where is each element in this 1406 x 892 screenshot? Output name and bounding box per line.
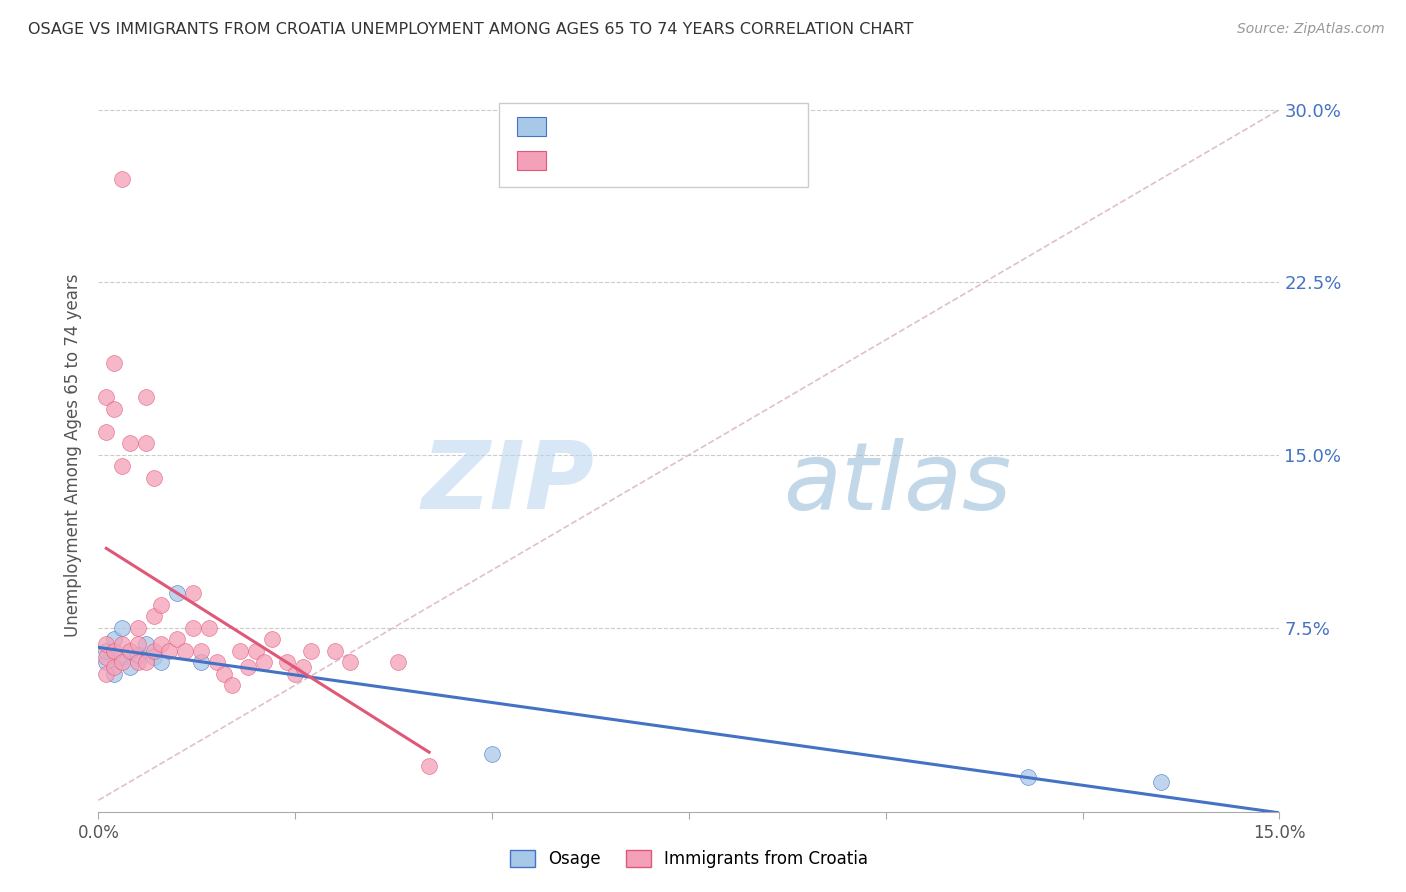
Point — [299, 643, 322, 657]
Point — [181, 621, 204, 635]
Text: 0.162: 0.162 — [591, 153, 641, 168]
Point — [135, 637, 157, 651]
Point — [135, 655, 157, 669]
Point — [103, 643, 125, 657]
Point — [481, 747, 503, 761]
Point — [96, 655, 118, 669]
Text: 49: 49 — [686, 153, 709, 168]
Y-axis label: Unemployment Among Ages 65 to 74 years: Unemployment Among Ages 65 to 74 years — [65, 273, 83, 637]
Point — [157, 643, 180, 657]
Point — [166, 586, 188, 600]
Point — [142, 471, 165, 485]
Point — [245, 643, 267, 657]
Point — [418, 758, 440, 772]
Point — [111, 637, 134, 651]
Point — [323, 643, 346, 657]
Point — [111, 171, 134, 186]
Point — [190, 643, 212, 657]
Point — [103, 659, 125, 673]
Point — [118, 643, 141, 657]
Point — [190, 655, 212, 669]
Point — [142, 643, 165, 657]
Point — [214, 666, 236, 681]
Point — [181, 586, 204, 600]
Text: N =: N = — [654, 153, 688, 168]
Text: Source: ZipAtlas.com: Source: ZipAtlas.com — [1237, 22, 1385, 37]
Text: atlas: atlas — [783, 438, 1012, 529]
Point — [142, 609, 165, 624]
Text: N =: N = — [654, 120, 688, 134]
Point — [96, 643, 118, 657]
Point — [253, 655, 276, 669]
Point — [135, 390, 157, 404]
Point — [103, 666, 125, 681]
Point — [1017, 770, 1039, 784]
Point — [276, 655, 298, 669]
Point — [103, 632, 125, 646]
Point — [127, 637, 149, 651]
Text: R =: R = — [555, 120, 589, 134]
Point — [387, 655, 409, 669]
Legend: Osage, Immigrants from Croatia: Osage, Immigrants from Croatia — [503, 843, 875, 875]
Point — [339, 655, 361, 669]
Point — [260, 632, 283, 646]
Point — [150, 598, 173, 612]
Point — [135, 436, 157, 450]
Point — [111, 650, 134, 665]
Text: OSAGE VS IMMIGRANTS FROM CROATIA UNEMPLOYMENT AMONG AGES 65 TO 74 YEARS CORRELAT: OSAGE VS IMMIGRANTS FROM CROATIA UNEMPLO… — [28, 22, 914, 37]
Point — [205, 655, 228, 669]
Point — [292, 659, 315, 673]
Point — [111, 655, 134, 669]
Point — [150, 655, 173, 669]
Point — [127, 655, 149, 669]
Point — [118, 436, 141, 450]
Point — [142, 650, 165, 665]
Point — [96, 666, 118, 681]
Text: -0.510: -0.510 — [591, 120, 648, 134]
Point — [150, 637, 173, 651]
Point — [236, 659, 259, 673]
Point — [96, 425, 118, 439]
Point — [118, 659, 141, 673]
Text: 16: 16 — [686, 120, 709, 134]
Point — [1150, 774, 1173, 789]
Point — [96, 650, 118, 665]
Point — [221, 678, 243, 692]
Point — [111, 621, 134, 635]
Point — [166, 632, 188, 646]
Point — [174, 643, 197, 657]
Point — [284, 666, 307, 681]
Point — [229, 643, 252, 657]
Point — [96, 390, 118, 404]
Text: R =: R = — [555, 153, 589, 168]
Text: ZIP: ZIP — [422, 437, 595, 530]
Point — [197, 621, 219, 635]
Point — [127, 648, 149, 663]
Point — [127, 621, 149, 635]
Point — [96, 637, 118, 651]
Point — [111, 459, 134, 474]
Point — [103, 401, 125, 416]
Point — [103, 356, 125, 370]
